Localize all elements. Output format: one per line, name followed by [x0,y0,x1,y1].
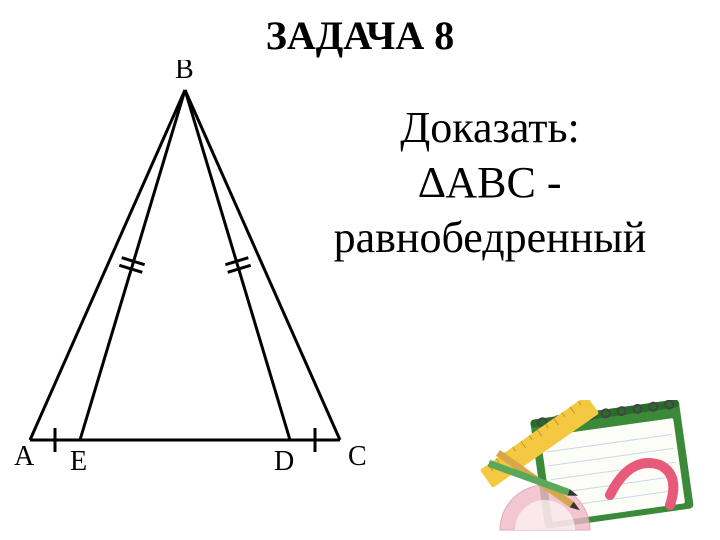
side-ab [30,90,185,440]
school-supplies-decoration [440,400,720,540]
side-bc [185,90,340,440]
label-d: D [274,446,294,477]
cevian-be [80,90,185,440]
label-b: В [175,60,194,85]
cevian-bd [185,90,290,440]
label-c: С [348,441,367,472]
triangle-diagram: А В С Е D [0,60,380,480]
page-title: ЗАДАЧА 8 [266,12,455,59]
label-e: Е [70,446,87,477]
label-a: А [14,441,35,472]
